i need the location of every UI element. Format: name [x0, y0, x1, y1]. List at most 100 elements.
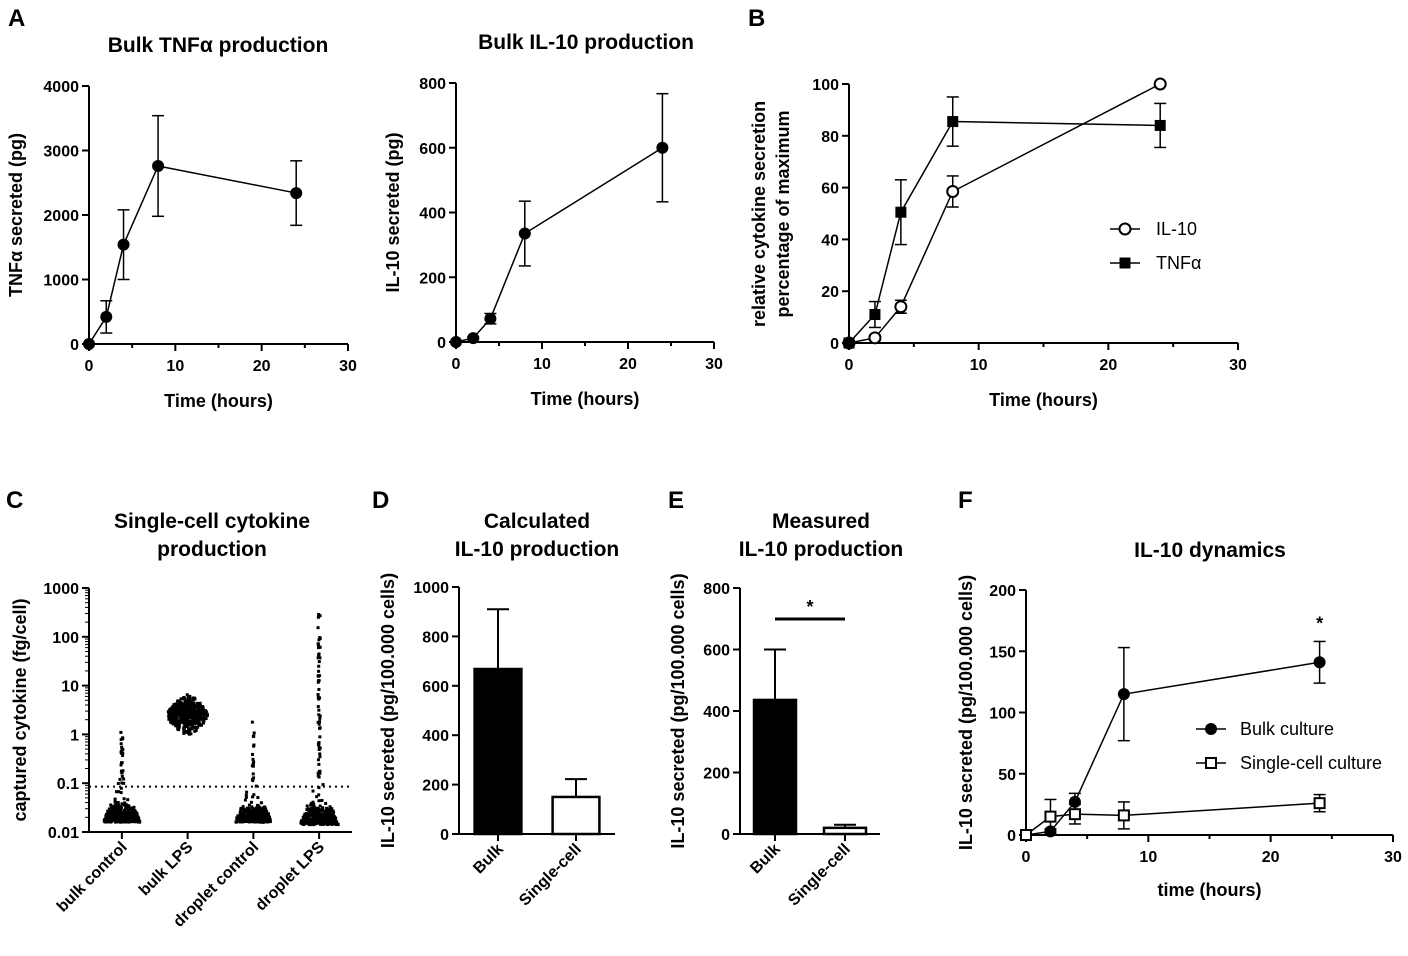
rel-x-label: Time (hours) — [989, 390, 1098, 410]
single-cell-point — [259, 813, 263, 817]
single-cell-point — [183, 717, 187, 721]
single-cell-point — [321, 812, 325, 816]
single-cell-point — [191, 719, 195, 723]
single-cell-point — [190, 721, 194, 725]
single-cell-point — [316, 674, 320, 678]
single-cell-point — [134, 811, 138, 815]
rel-series-0-point — [894, 300, 908, 314]
chart-bulk-il10: 0 200 400 600 800 0 10 20 30 Time (hours) IL-10 se… — [383, 31, 723, 409]
single-cell-point — [247, 812, 251, 816]
single-cell-point — [114, 820, 118, 824]
single-cell-point — [198, 703, 202, 707]
single-cell-point — [323, 819, 327, 823]
single-cell-point — [251, 779, 255, 783]
single-cell-point — [184, 699, 188, 703]
single-cell-point — [262, 816, 266, 820]
single-cell-point — [177, 723, 181, 727]
single-cell-point — [317, 679, 321, 683]
il10-title: Bulk IL-10 production — [478, 31, 694, 54]
calc-y-tick-label: 600 — [422, 679, 449, 696]
single-cell-point — [234, 820, 238, 824]
single-cell-point — [318, 726, 322, 730]
calc-y-tick-label: 400 — [422, 728, 449, 745]
single-cell-point — [242, 809, 246, 813]
single-cell-point — [316, 656, 320, 660]
single-cell-point — [182, 712, 186, 716]
single-cell-point — [302, 822, 306, 826]
single-cell-point — [317, 664, 321, 668]
single-cell-point — [119, 811, 123, 815]
tnf-series-0-line — [88, 165, 297, 345]
single-cell-point — [121, 769, 125, 773]
single-cell-point — [182, 731, 186, 735]
calc-category-label: Bulk — [470, 841, 507, 878]
single-cell-point — [317, 638, 321, 642]
single-cell-point — [330, 822, 334, 826]
single-cell-point — [178, 700, 182, 704]
single-cell-point — [106, 810, 110, 814]
rel-y-tick-label: 60 — [821, 181, 839, 198]
single-cell-point — [197, 718, 201, 722]
single-cell-point — [111, 814, 115, 818]
single-cell-point — [309, 813, 313, 817]
single-cell-point — [317, 644, 321, 648]
single-cell-point — [127, 811, 131, 815]
single-cell-point — [241, 805, 245, 809]
single-cell-point — [110, 818, 114, 822]
single-cell-point — [128, 817, 132, 821]
single-cell-point — [185, 701, 189, 705]
single-cell-point — [332, 821, 336, 825]
single-cell-point — [317, 669, 321, 673]
dyn-series-1-point — [1313, 797, 1326, 810]
single-cell-point — [316, 626, 320, 630]
single-cell-point — [176, 708, 180, 712]
single-cell-point — [264, 814, 268, 818]
chart-relative-secretion: 0 20 40 60 80 100 0 10 20 30 Time (hours) relative … — [749, 77, 1247, 410]
single-cell-point — [187, 715, 191, 719]
panel-letter-b: B — [748, 5, 765, 32]
single-cell-point — [182, 725, 186, 729]
single-cell-point — [177, 727, 181, 731]
single-cell-point — [249, 800, 253, 804]
il10-x-label: Time (hours) — [531, 389, 640, 409]
single-cell-point — [119, 742, 123, 746]
rel-x-tick-label: 0 — [845, 357, 854, 374]
single-cell-point — [203, 713, 207, 717]
single-cell-point — [167, 710, 171, 714]
single-cell-point — [198, 707, 202, 711]
single-cell-point — [192, 715, 196, 719]
single-cell-point — [307, 807, 311, 811]
single-cell-point — [136, 819, 140, 823]
dyn-legend-single-point — [1205, 757, 1217, 769]
single-cell-point — [266, 815, 270, 819]
single-cell-point — [119, 750, 123, 754]
single-cell-point — [317, 799, 321, 803]
single-cell-point — [112, 814, 116, 818]
single-cell-point — [128, 808, 132, 812]
single-cloud-bulk-LPS — [166, 693, 209, 736]
single-cell-point — [264, 818, 268, 822]
single-cell-point — [120, 813, 124, 817]
single-cell-point — [255, 807, 259, 811]
single-cell-point — [183, 702, 187, 706]
single-cell-point — [263, 805, 267, 809]
single-cell-point — [189, 732, 193, 736]
single-cell-point — [107, 807, 111, 811]
single-cell-point — [252, 731, 256, 735]
single-cell-point — [200, 708, 204, 712]
single-cell-point — [182, 720, 186, 724]
single-cell-point — [120, 802, 124, 806]
single-cell-point — [199, 706, 203, 710]
single-cell-point — [194, 720, 198, 724]
single-cell-point — [119, 791, 123, 795]
single-cell-point — [120, 751, 124, 755]
il10-x-tick-label: 30 — [705, 356, 723, 373]
single-cell-point — [317, 687, 321, 691]
single-cell-point — [317, 747, 321, 751]
single-cell-point — [172, 716, 176, 720]
single-cell-point — [247, 820, 251, 824]
single-cell-point — [256, 796, 260, 800]
dyn-x-tick-label: 0 — [1022, 849, 1031, 866]
single-cell-point — [112, 819, 116, 823]
single-cell-point — [318, 735, 322, 739]
